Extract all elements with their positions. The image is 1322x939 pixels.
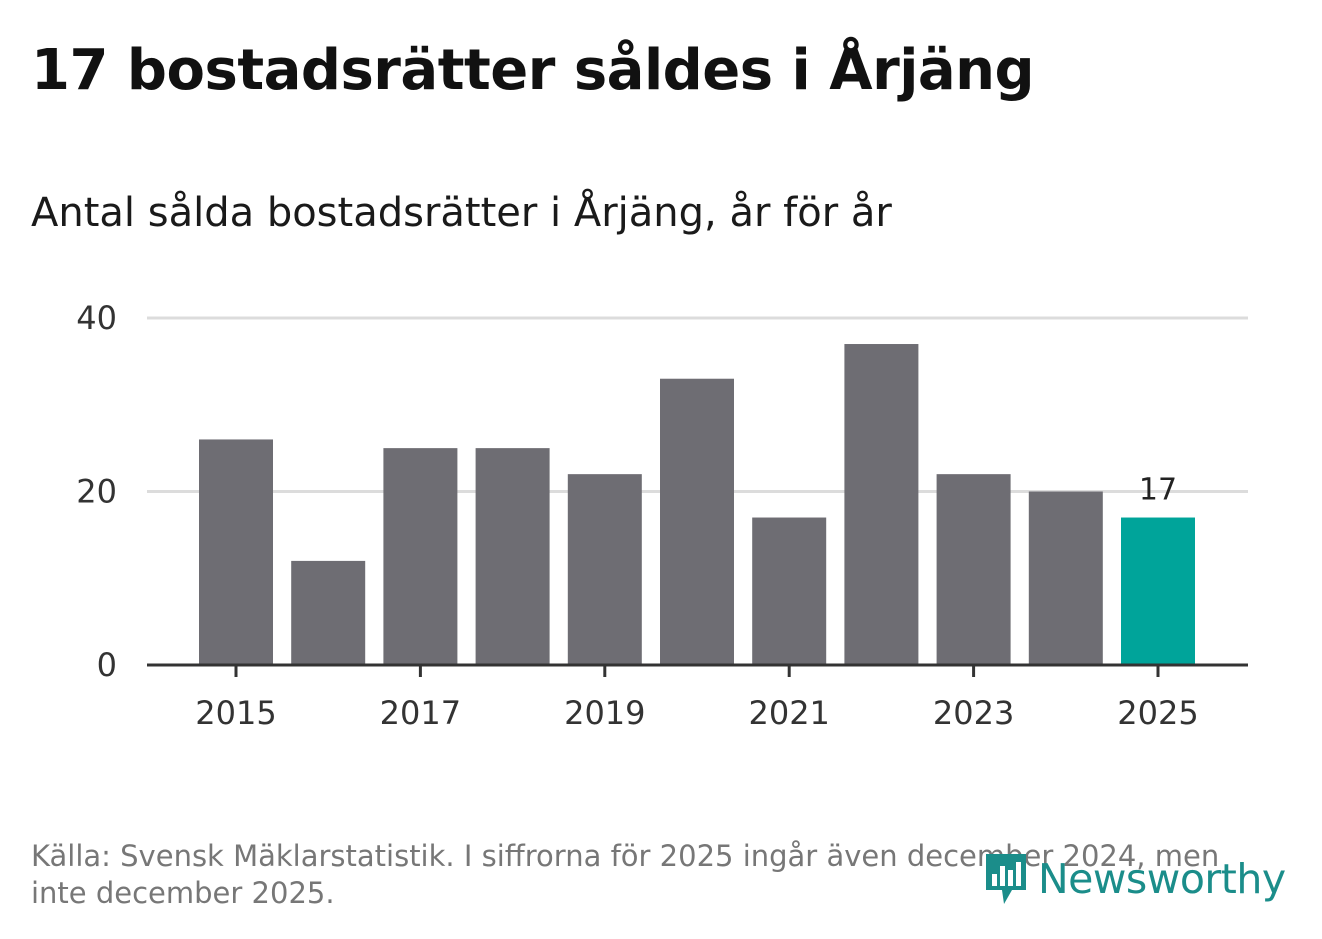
bar-2023: [936, 474, 1011, 665]
bar-2022: [844, 344, 919, 665]
x-tick-label: 2019: [564, 694, 645, 732]
x-tick-label: 2023: [933, 694, 1014, 732]
bar-2016: [291, 560, 366, 665]
bar-2020: [660, 378, 734, 665]
bar-2015: [199, 439, 273, 665]
bars: [199, 344, 1195, 665]
bar-2017: [383, 448, 458, 665]
x-tick-label: 2025: [1117, 694, 1198, 732]
bar-2024: [1028, 491, 1103, 665]
labels: 0 20 40 17 2015 2017 2019 2021 2023 2025: [76, 299, 1198, 732]
y-tick-label: 40: [76, 299, 117, 337]
bar-2019: [567, 474, 642, 665]
axes: [147, 663, 1248, 677]
x-tick-label: 2015: [195, 694, 276, 732]
bar-2025: [1121, 517, 1195, 665]
newsworthy-logo-text: Newsworthy: [1038, 855, 1286, 903]
bar-2018: [475, 448, 550, 665]
newsworthy-logo-icon: [986, 854, 1026, 904]
newsworthy-logo: Newsworthy: [982, 850, 1286, 908]
data-label-2025: 17: [1139, 473, 1177, 508]
y-tick-label: 20: [76, 473, 117, 511]
chart-subtitle: Antal sålda bostadsrätter i Årjäng, år f…: [31, 190, 892, 236]
bar-chart: 0 20 40 17 2015 2017 2019 2021 2023 2025: [76, 299, 1248, 732]
x-tick-label: 2021: [748, 694, 829, 732]
y-tick-label: 0: [97, 646, 117, 684]
x-tick-label: 2017: [380, 694, 461, 732]
chart-title: 17 bostadsrätter såldes i Årjäng: [31, 38, 1035, 103]
bar-2021: [752, 517, 827, 665]
